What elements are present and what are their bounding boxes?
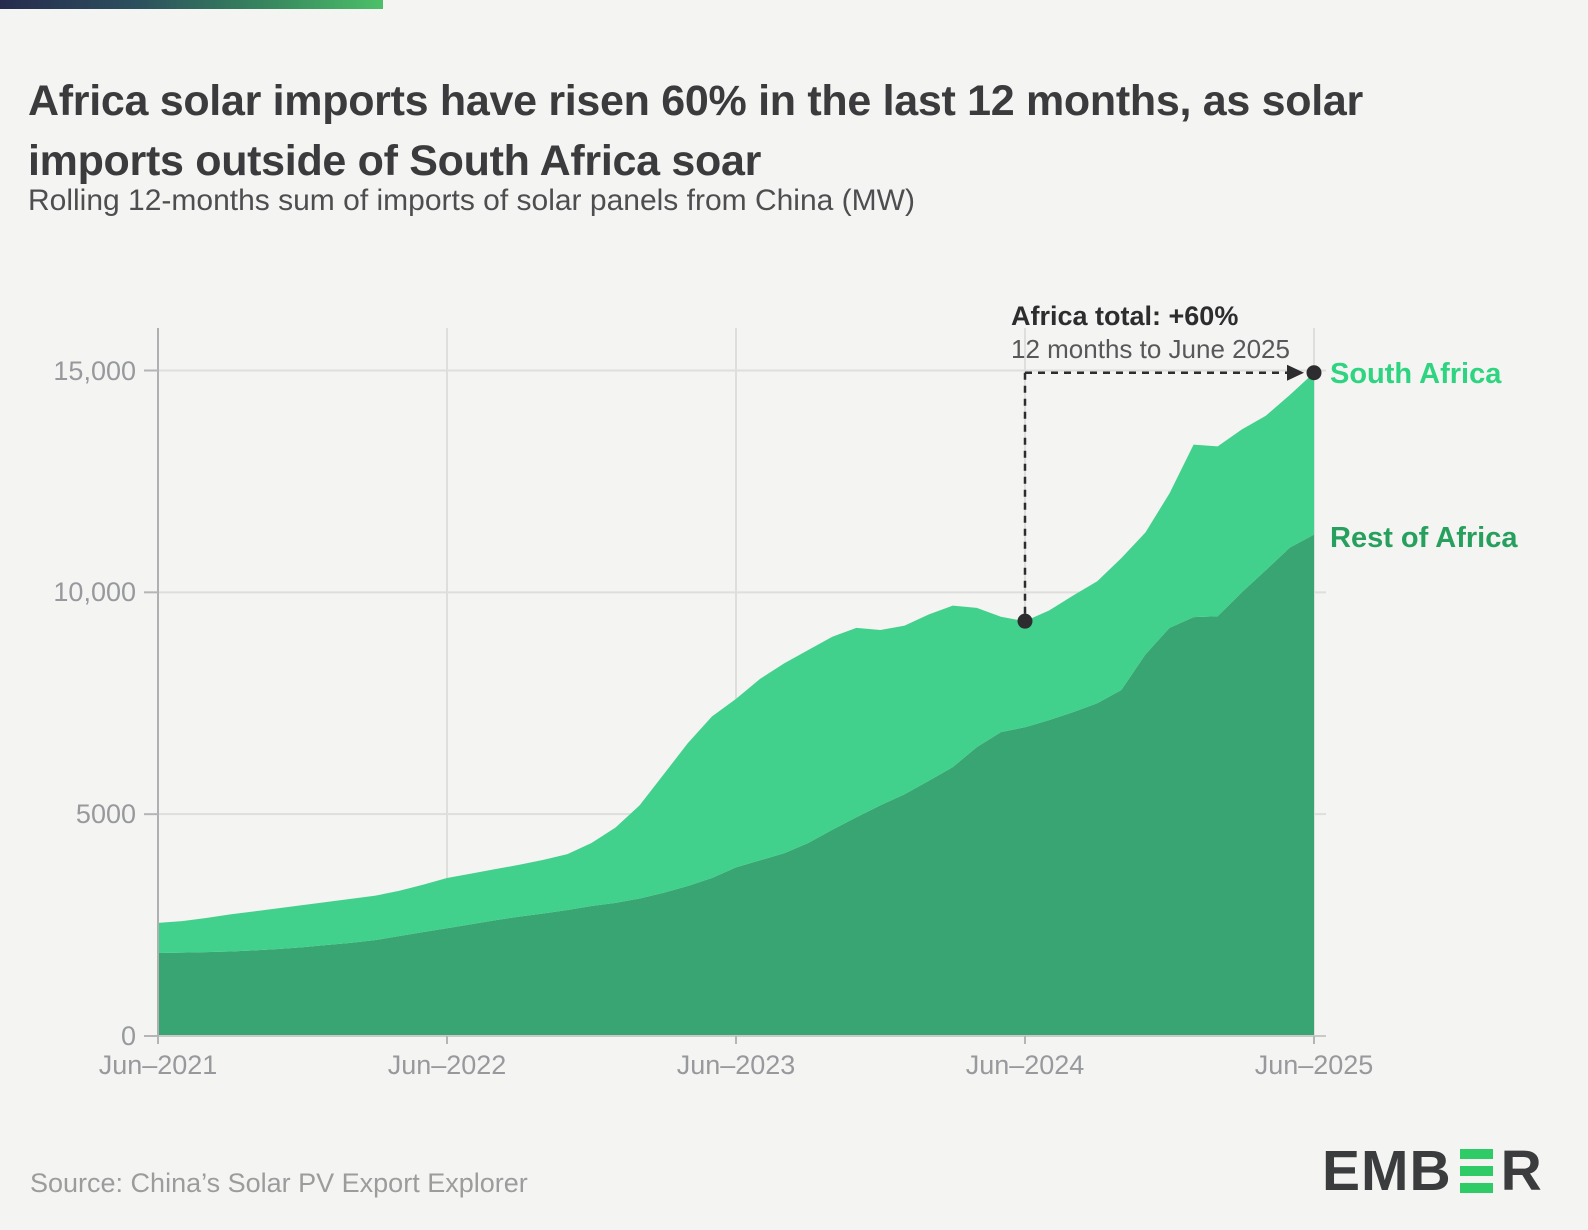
page-title: Africa solar imports have risen 60% in t… (28, 76, 1363, 185)
x-tick-label: Jun–2025 (1254, 1050, 1374, 1080)
series-label-rest-of-africa: Rest of Africa (1330, 522, 1518, 554)
annotation-point-jun-2025 (1306, 365, 1322, 381)
x-tick-label: Jun–2022 (387, 1050, 507, 1080)
series-label-south-africa: South Africa (1330, 358, 1502, 390)
annotation-title: Africa total: +60% (1011, 301, 1239, 331)
logo-green-e-icon (1459, 1149, 1493, 1193)
brand-gradient-bar (0, 0, 383, 9)
chart-subtitle: Rolling 12-months sum of imports of sola… (28, 184, 915, 217)
annotation-arrowhead-icon (1287, 364, 1304, 381)
x-tick-label: Jun–2023 (676, 1050, 796, 1080)
area-south-africa (158, 372, 1314, 954)
y-tick-label: 5000 (75, 799, 136, 830)
area-rest-of-africa (158, 534, 1314, 1036)
annotation-point-jun-2024 (1017, 613, 1033, 629)
annotation-subtitle: 12 months to June 2025 (1011, 334, 1290, 364)
x-tick-label: Jun–2021 (98, 1050, 218, 1080)
x-tick-label: Jun–2024 (965, 1050, 1085, 1080)
y-tick-label: 0 (120, 1021, 136, 1051)
ember-logo: EMB R (1322, 1139, 1543, 1203)
y-tick-label: 10,000 (53, 577, 136, 608)
source-credit: Source: China’s Solar PV Export Explorer (30, 1168, 528, 1198)
y-tick-label: 15,000 (53, 355, 136, 386)
logo-letter-r: R (1500, 1139, 1543, 1203)
logo-letters-emb: EMB (1322, 1139, 1452, 1203)
